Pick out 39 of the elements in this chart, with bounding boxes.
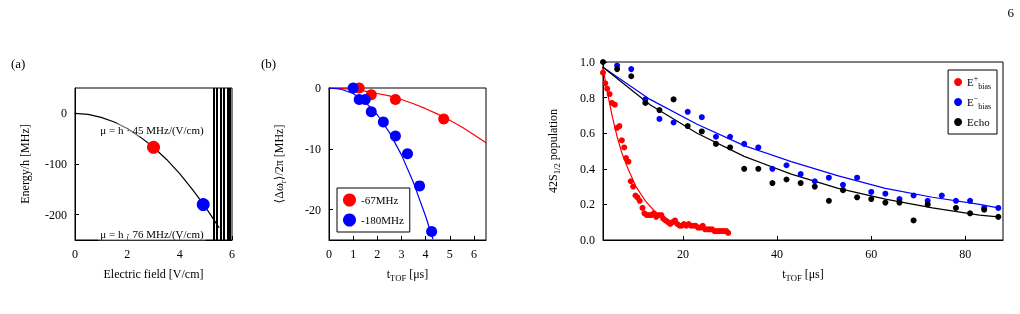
x-tick-label: 4 [176, 247, 183, 261]
text: 6 [1007, 5, 1015, 20]
annotation: μ = h · 76 MHz/(V/cm) [100, 228, 205, 241]
annotation: μ = h · 45 MHz/(V/cm) [100, 124, 205, 137]
y-tick-label: 0.8 [580, 90, 595, 105]
y-tick-label: -10 [305, 141, 321, 156]
x-tick-label: 60 [865, 247, 878, 261]
x-tick-label: 2 [374, 247, 381, 261]
legend-label: -67MHz [361, 194, 399, 206]
x-tick-label: 0 [326, 247, 332, 261]
y-tick-label: -100 [45, 157, 67, 171]
x-tick-label: 6 [470, 247, 477, 261]
x-tick-label: 80 [959, 247, 972, 261]
legend-label: -180MHz [361, 214, 404, 226]
x-tick-label: 20 [677, 247, 689, 261]
x-tick-label: 3 [398, 247, 405, 261]
x-tick-label: 40 [771, 247, 784, 261]
chart-title: (a) [11, 56, 26, 71]
x-tick-label: 1 [350, 247, 357, 261]
x-tick-label: 2 [124, 247, 131, 261]
y-axis-title: ⟨Δωr⟩/2π [MHz] [272, 124, 288, 204]
y-tick-label: -200 [45, 207, 67, 222]
x-tick-label: 4 [422, 247, 429, 261]
y-tick-label: 0.4 [580, 161, 595, 176]
y-tick-label: 0.6 [580, 126, 595, 141]
chart-title: (b) [261, 56, 277, 71]
y-tick-label: 0 [61, 106, 67, 121]
y-tick-label: 0.2 [580, 197, 595, 212]
x-tick-label: 0 [72, 247, 78, 261]
y-tick-label: 0.0 [580, 233, 595, 247]
y-axis-title: Energy/h [MHz] [18, 124, 32, 204]
x-tick-label: 6 [229, 247, 235, 261]
y-tick-label: 0 [315, 81, 321, 95]
x-tick-label: 5 [446, 247, 453, 261]
x-axis-title: Electric field [V/cm] [103, 267, 204, 281]
y-tick-label: -20 [305, 202, 321, 217]
y-tick-label: 1.0 [580, 55, 595, 69]
legend-label: Echo [967, 116, 991, 128]
y-axis-title: 42S1/2 population [546, 108, 562, 194]
